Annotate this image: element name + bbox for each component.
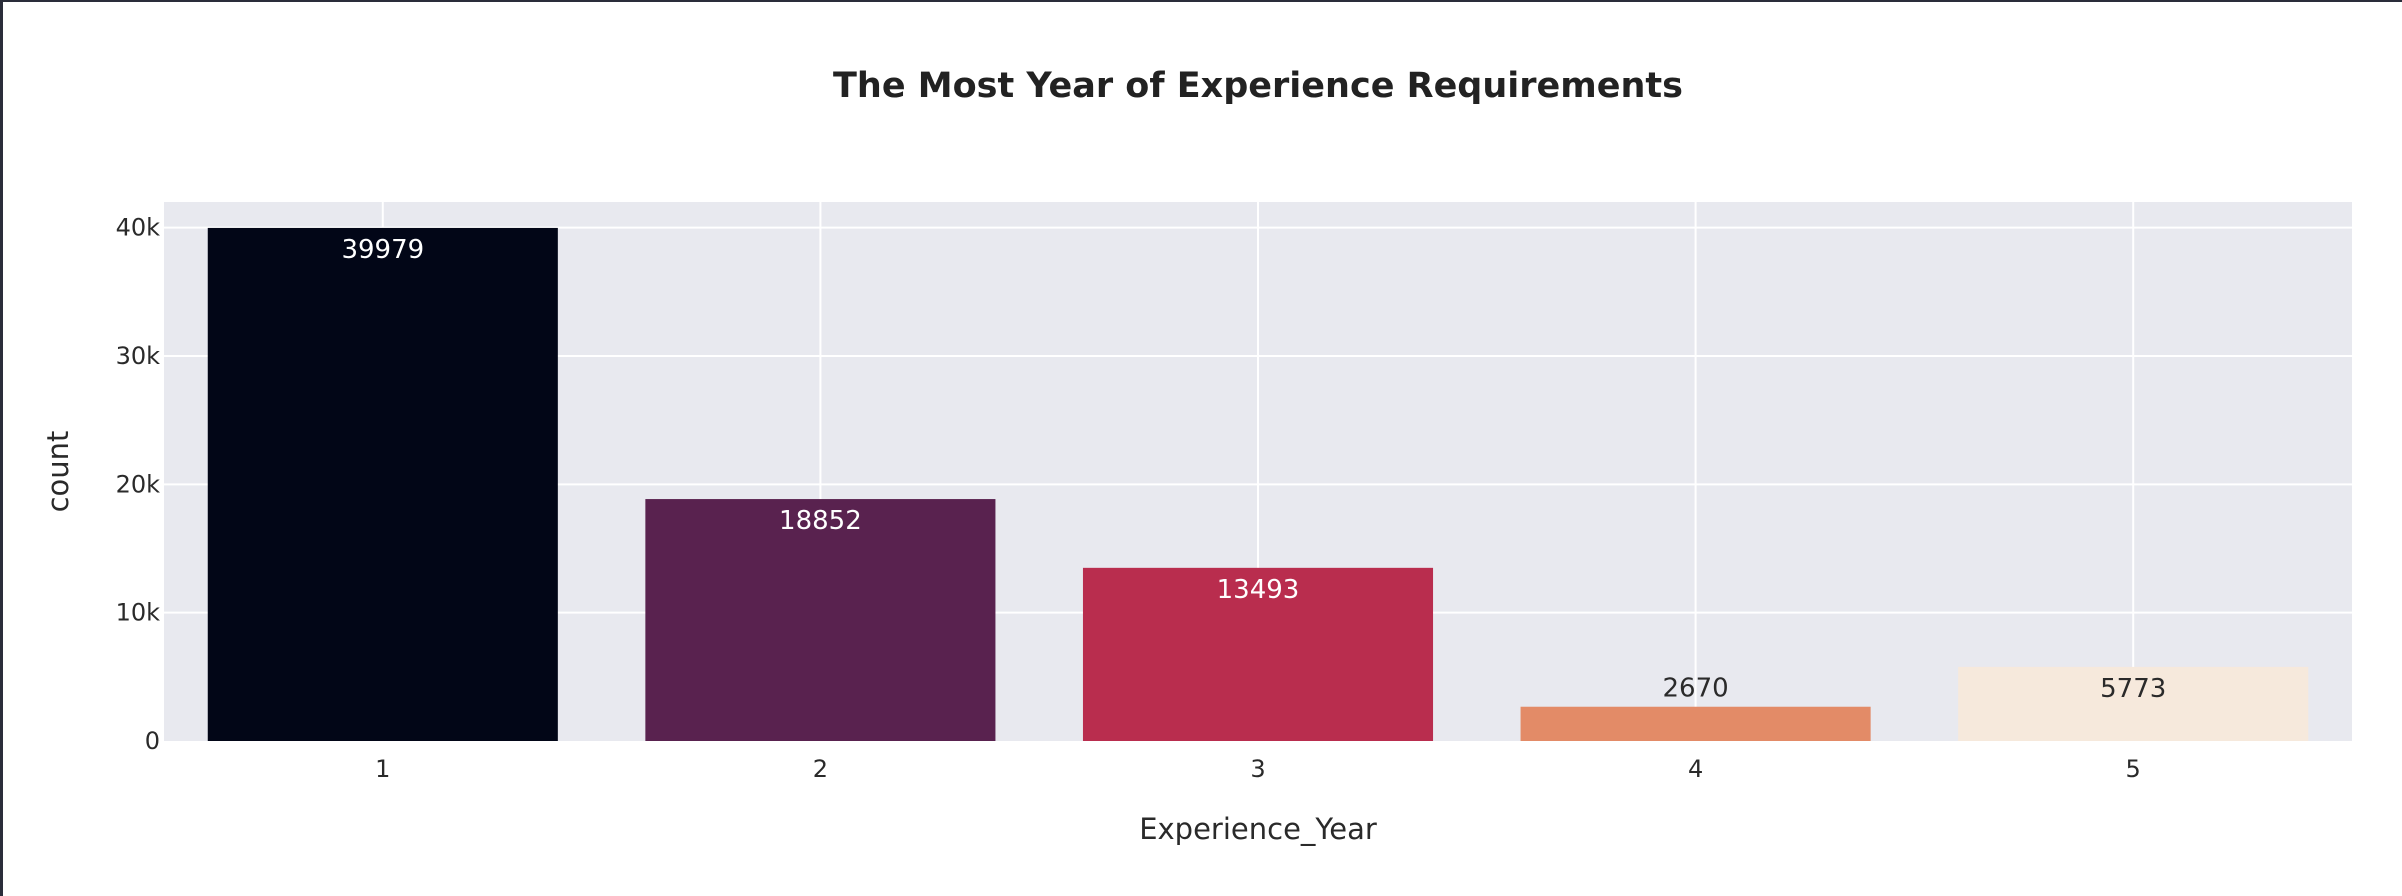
x-tick-label: 4	[1688, 755, 1703, 783]
bar-3	[1082, 567, 1434, 741]
bar-5	[1958, 666, 2309, 741]
bar-value-label: 18852	[779, 506, 862, 536]
bar-value-label: 39979	[341, 235, 424, 265]
x-tick-label: 3	[1250, 755, 1265, 783]
x-tick-label: 5	[2126, 755, 2141, 783]
x-tick-label: 1	[375, 755, 390, 783]
y-tick-label: 20k	[116, 470, 161, 498]
window-left-border	[0, 0, 3, 896]
x-axis-title: Experience_Year	[1139, 812, 1377, 846]
y-axis-title: count	[41, 431, 75, 513]
bar-value-label: 2670	[1663, 674, 1729, 704]
bar-value-label: 13493	[1217, 575, 1300, 605]
bar-4	[1520, 706, 1871, 741]
y-tick-label: 40k	[116, 214, 161, 242]
window-top-border	[0, 0, 2402, 2]
x-tick-label: 2	[813, 755, 828, 783]
y-tick-label: 10k	[116, 599, 161, 627]
chart-title: The Most Year of Experience Requirements	[833, 66, 1683, 106]
bar-1	[207, 227, 558, 742]
y-tick-label: 30k	[116, 342, 161, 370]
bar-value-label: 5773	[2100, 674, 2166, 704]
bar-2	[645, 499, 996, 741]
y-tick-label: 0	[145, 727, 160, 755]
